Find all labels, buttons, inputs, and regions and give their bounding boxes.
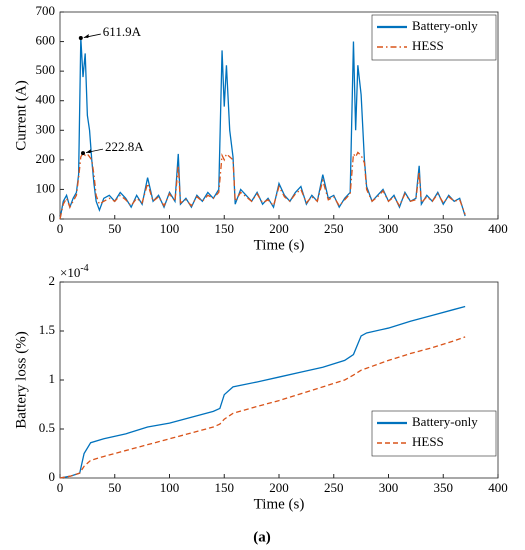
x-tick-label: 400 — [488, 221, 508, 236]
y-tick-label: 500 — [36, 62, 56, 77]
y-tick-label: 0 — [49, 210, 56, 225]
series-line — [59, 336, 466, 479]
legend-label: Battery-only — [412, 414, 478, 429]
y-multiplier-base: ×10 — [60, 265, 80, 280]
x-tick-label: 150 — [215, 221, 235, 236]
annotation-label: 222.8A — [105, 139, 144, 154]
x-tick-label: 50 — [108, 221, 121, 236]
legend-label: Battery-only — [412, 18, 478, 33]
legend-box — [371, 410, 497, 457]
annotation-point — [78, 36, 83, 41]
x-axis-label: Time (s) — [254, 237, 305, 253]
y-multiplier: ×10-4 — [60, 263, 89, 280]
x-tick-label: 50 — [108, 480, 121, 495]
y-multiplier-exp: -4 — [80, 263, 88, 274]
y-tick-label: 0 — [49, 469, 56, 484]
y-tick-label: 1 — [49, 371, 56, 386]
series-line — [59, 151, 466, 220]
y-tick-label: 0.5 — [39, 420, 55, 435]
y-tick-label: 600 — [36, 33, 56, 48]
series-line — [59, 305, 466, 479]
x-tick-label: 400 — [488, 480, 508, 495]
x-tick-label: 0 — [57, 221, 64, 236]
y-tick-label: 1.5 — [39, 322, 55, 337]
x-tick-label: 0 — [57, 480, 64, 495]
legend-box — [371, 14, 497, 61]
x-tick-label: 250 — [324, 221, 344, 236]
y-tick-label: 100 — [36, 180, 56, 195]
x-tick-label: 200 — [269, 221, 289, 236]
x-tick-label: 300 — [379, 480, 399, 495]
x-tick-label: 100 — [160, 221, 180, 236]
x-tick-label: 350 — [434, 480, 454, 495]
y-tick-label: 400 — [36, 92, 56, 107]
x-tick-label: 150 — [215, 480, 235, 495]
annotation-arrowhead — [83, 34, 89, 39]
x-tick-label: 250 — [324, 480, 344, 495]
y-axis-label: Battery loss (%) — [13, 331, 29, 428]
caption: (a) — [253, 529, 271, 545]
y-tick-label: 2 — [49, 273, 56, 288]
x-tick-label: 200 — [269, 480, 289, 495]
legend-label: HESS — [412, 38, 444, 53]
annotation-label: 611.9A — [103, 24, 142, 39]
x-tick-label: 300 — [379, 221, 399, 236]
annotation-arrowhead — [85, 149, 91, 154]
series-line — [59, 38, 466, 220]
y-tick-label: 300 — [36, 121, 56, 136]
y-tick-label: 700 — [36, 3, 56, 18]
x-axis-label: Time (s) — [254, 496, 305, 512]
annotation-point — [80, 151, 85, 156]
x-tick-label: 100 — [160, 480, 180, 495]
y-tick-label: 200 — [36, 151, 56, 166]
x-tick-label: 350 — [434, 221, 454, 236]
legend-label: HESS — [412, 434, 444, 449]
y-axis-label: Current (A) — [13, 80, 29, 150]
